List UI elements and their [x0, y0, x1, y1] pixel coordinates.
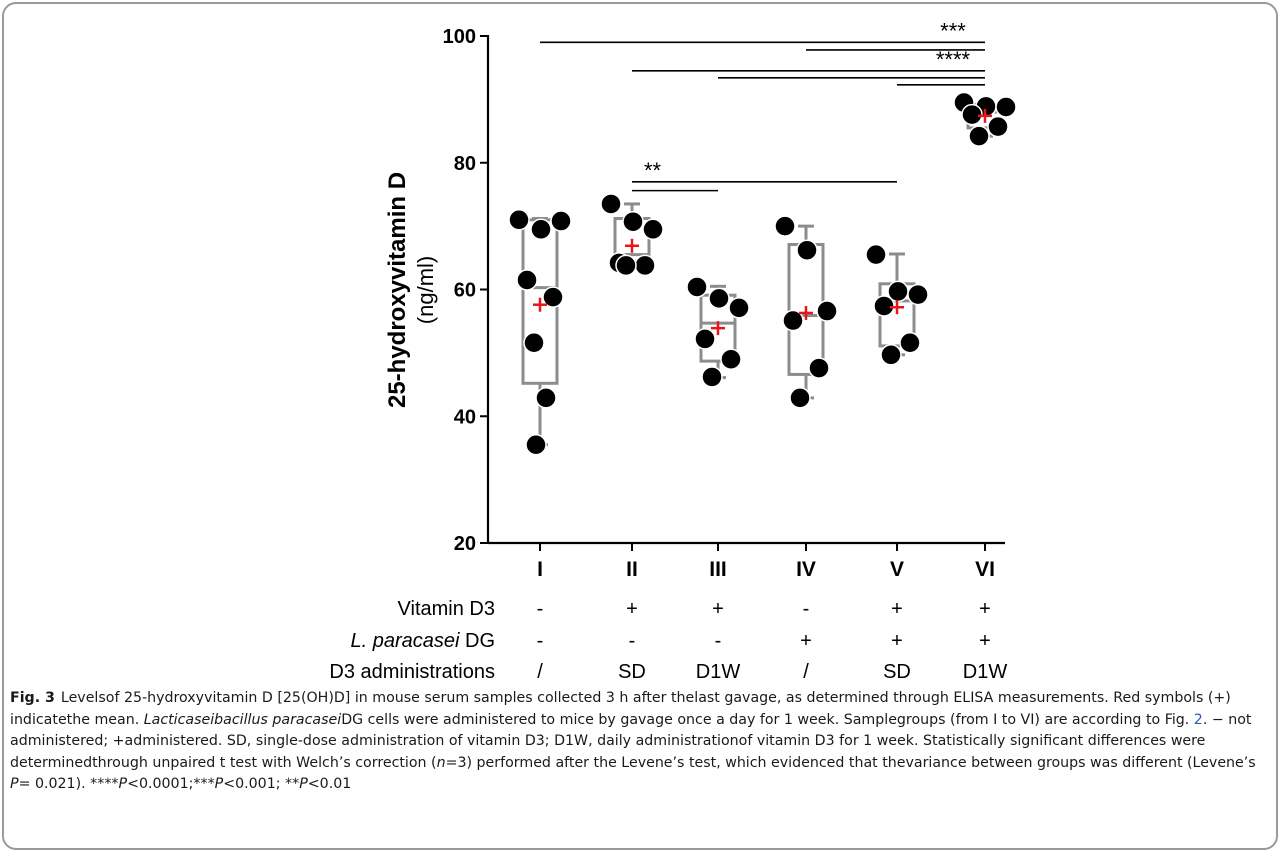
row-label: L. paracasei DG [350, 630, 495, 652]
table-cell: SD [883, 661, 911, 683]
table-cell: + [712, 598, 724, 620]
data-point [880, 344, 902, 366]
data-point [720, 348, 742, 370]
data-point [816, 300, 838, 322]
caption-text-2: DG cells were administered to mice by ga… [341, 711, 1194, 728]
significance-label: ** [644, 158, 662, 183]
x-tick-label: III [709, 558, 727, 581]
data-point [968, 125, 990, 147]
caption-text-7: <0.001; ** [223, 776, 300, 792]
data-point [808, 357, 830, 379]
y-axis-title: 25-hydroxyvitamin D [384, 172, 411, 408]
data-point [530, 218, 552, 241]
row-label: D3 administrations [329, 661, 495, 683]
table-cell: - [537, 598, 544, 620]
y-tick-label: 60 [454, 280, 476, 302]
data-point [516, 269, 538, 291]
table-cell: + [800, 630, 812, 652]
data-point [728, 297, 750, 319]
data-point [508, 209, 530, 231]
axis-labels: 25-hydroxyvitamin D (ng/ml) [384, 172, 438, 408]
y-tick-label: 40 [454, 406, 476, 428]
table-cell: + [626, 598, 638, 620]
table-cell: + [891, 630, 903, 652]
table-cell: - [803, 598, 810, 620]
data-point [907, 283, 929, 306]
data-point [642, 218, 664, 241]
table-cell: / [803, 661, 809, 683]
y-tick-label: 80 [454, 153, 476, 175]
y-tick-label: 20 [454, 533, 476, 555]
data-point [550, 210, 572, 232]
data-point [873, 295, 895, 317]
table-cell: D1W [696, 661, 741, 683]
x-tick-label: IV [796, 558, 816, 581]
table-cell: SD [618, 661, 646, 683]
data-point [774, 215, 796, 237]
caption-p-3: P [214, 776, 224, 792]
data-points [508, 91, 1017, 456]
data-point [600, 193, 622, 215]
table-cell: + [891, 598, 903, 620]
data-point [542, 286, 564, 308]
y-tick-label: 100 [443, 26, 476, 48]
data-point [523, 331, 545, 354]
table-cell: / [537, 661, 543, 683]
mean-markers [533, 108, 992, 336]
figure-reference-link[interactable]: 2 [1193, 711, 1203, 728]
boxplots [521, 101, 1004, 447]
data-point [796, 239, 818, 261]
data-point [694, 328, 716, 350]
data-point [622, 210, 644, 233]
caption-text-6: <0.0001;*** [127, 776, 215, 792]
x-tick-label: VI [975, 558, 995, 581]
data-point [865, 243, 887, 266]
caption-text-1: Levelsof 25-hydroxyvitamin D [25(OH)D] i… [10, 690, 1231, 728]
figure-caption: Fig. 3 Levelsof 25-hydroxyvitamin D [25(O… [10, 688, 1272, 796]
x-tick-label: II [626, 558, 638, 581]
x-tick-label: V [890, 558, 904, 581]
figure-label: Fig. 3 [10, 690, 55, 706]
row-label: Vitamin D3 [398, 598, 495, 620]
caption-text-8: <0.01 [307, 776, 352, 792]
data-point [686, 276, 708, 298]
data-point [615, 254, 637, 277]
y-axis-unit: (ng/ml) [413, 256, 438, 324]
treatment-table: Vitamin D3 - + + - + + L. paracasei DG - - - + + + D3 … [329, 598, 1007, 683]
data-point [708, 287, 730, 310]
table-cell: - [629, 630, 636, 652]
table-cell: - [537, 630, 544, 652]
caption-p-4: P [299, 776, 308, 792]
row-label-italic: L. paracasei [350, 630, 460, 652]
x-tick-label: I [537, 558, 543, 581]
caption-text-5: = 0.021). **** [18, 776, 119, 792]
caption-p-2: P [118, 776, 128, 792]
caption-text-3: . − not administered; +administered. SD,… [10, 711, 1252, 771]
data-point [782, 309, 804, 332]
caption-p-1: P [10, 776, 19, 792]
row-label-rest: DG [459, 630, 495, 652]
data-point [525, 434, 547, 456]
data-point [789, 387, 811, 409]
data-point [535, 387, 557, 409]
data-point [899, 331, 921, 354]
data-point [634, 254, 656, 277]
significance-label: **** [936, 47, 971, 72]
significance-label: *** [940, 18, 966, 43]
table-cell: D1W [963, 661, 1008, 683]
significance-bars: ********* [540, 18, 985, 192]
table-cell: + [979, 630, 991, 652]
caption-n: n [436, 754, 446, 771]
table-cell: + [979, 598, 991, 620]
data-point [961, 103, 983, 126]
caption-species: Lacticaseibacillus paracasei [143, 711, 342, 728]
table-cell: - [715, 630, 722, 652]
data-point [987, 115, 1009, 138]
caption-text-4: =3) performed after the Levene’s test, w… [445, 754, 1256, 771]
data-point [995, 96, 1017, 118]
data-point [701, 366, 723, 388]
